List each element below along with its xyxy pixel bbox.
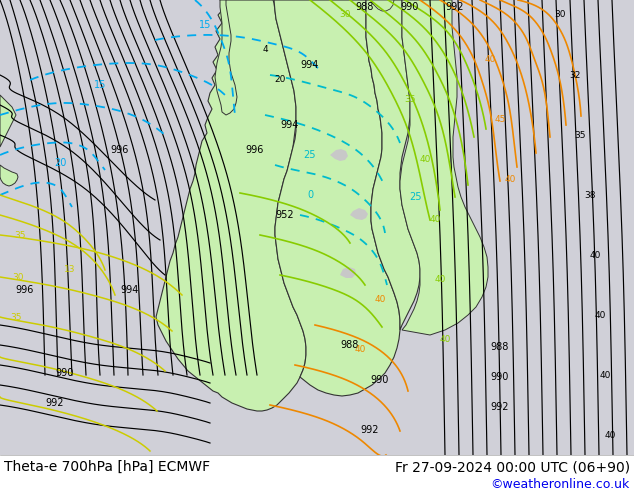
Text: 30: 30 [554,10,566,20]
Text: 35: 35 [574,130,586,140]
Polygon shape [215,0,237,115]
Text: 996: 996 [111,145,129,155]
Text: 990: 990 [491,372,509,382]
Polygon shape [340,267,356,278]
Text: ©weatheronline.co.uk: ©weatheronline.co.uk [491,478,630,490]
Text: Fr 27-09-2024 00:00 UTC (06+90): Fr 27-09-2024 00:00 UTC (06+90) [395,460,630,474]
Polygon shape [0,165,18,186]
Text: 40: 40 [594,311,605,319]
Text: 40: 40 [354,345,366,354]
Text: 992: 992 [446,2,464,12]
Text: 20: 20 [275,75,286,84]
Text: 32: 32 [569,71,581,79]
Text: 40: 40 [439,336,451,344]
Text: 25: 25 [304,150,316,160]
Text: 40: 40 [604,431,616,440]
Text: 13: 13 [64,266,75,274]
Polygon shape [0,95,16,147]
Polygon shape [370,0,394,11]
Text: 40: 40 [504,175,515,185]
Text: 35: 35 [404,96,416,104]
Polygon shape [156,0,306,411]
Text: 35: 35 [14,230,26,240]
Text: 30: 30 [12,272,23,281]
Text: 40: 40 [590,250,600,260]
Text: 38: 38 [585,191,596,199]
Text: 996: 996 [246,145,264,155]
Text: 988: 988 [491,342,509,352]
Text: 30: 30 [339,10,351,20]
Text: 35: 35 [10,313,22,321]
Text: 952: 952 [276,210,294,220]
Text: 990: 990 [371,375,389,385]
Text: 994: 994 [301,60,319,70]
Text: 20: 20 [54,158,66,168]
Text: 992: 992 [491,402,509,412]
Text: 40: 40 [599,370,611,379]
Text: 994: 994 [281,120,299,130]
Text: 15: 15 [199,20,211,30]
Text: 45: 45 [495,116,506,124]
Polygon shape [330,149,348,161]
Text: 15: 15 [94,80,106,90]
Polygon shape [366,0,420,330]
Text: 25: 25 [409,192,421,202]
Text: 4: 4 [262,46,268,54]
Text: 996: 996 [16,285,34,295]
Text: 40: 40 [419,155,430,165]
Text: 40: 40 [484,55,496,65]
Text: 988: 988 [356,2,374,12]
Polygon shape [274,0,400,396]
Text: 990: 990 [401,2,419,12]
Text: 990: 990 [56,368,74,378]
Text: 992: 992 [361,425,379,435]
Text: 994: 994 [121,285,139,295]
Polygon shape [350,208,368,220]
Text: 40: 40 [374,295,385,304]
Text: 40: 40 [429,216,441,224]
Text: 988: 988 [341,340,359,350]
Text: 992: 992 [46,398,64,408]
Polygon shape [400,0,488,335]
Text: Theta-e 700hPa [hPa] ECMWF: Theta-e 700hPa [hPa] ECMWF [4,460,210,474]
Text: 0: 0 [307,190,313,200]
Text: 40: 40 [434,275,446,285]
